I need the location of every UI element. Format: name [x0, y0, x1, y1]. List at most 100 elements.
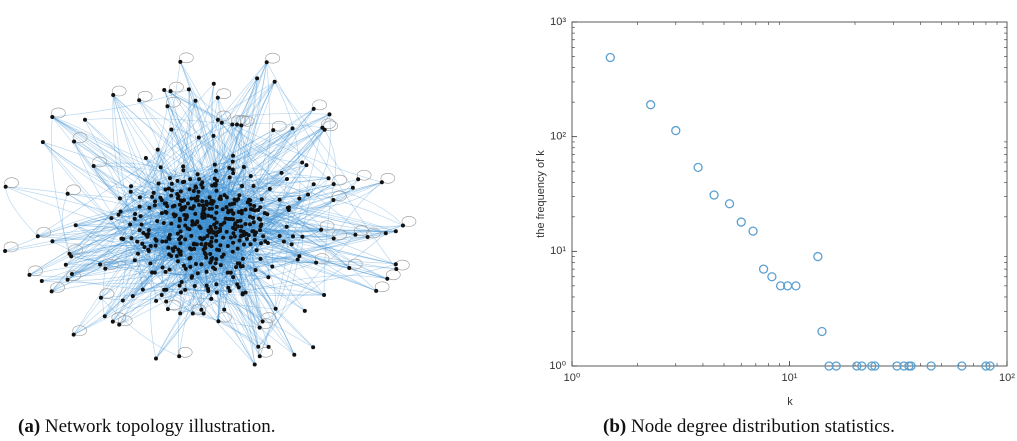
- node: [163, 187, 168, 192]
- edge: [168, 208, 210, 249]
- node: [227, 288, 232, 293]
- edge: [160, 167, 229, 247]
- node: [258, 256, 263, 261]
- node: [230, 249, 235, 254]
- edge: [141, 164, 307, 225]
- edge: [163, 89, 202, 310]
- node: [213, 225, 218, 230]
- edge: [105, 206, 227, 269]
- edge: [177, 172, 282, 195]
- point: [671, 125, 681, 136]
- edge: [148, 250, 273, 267]
- node: [190, 274, 195, 279]
- edge: [188, 181, 196, 199]
- node: [197, 177, 202, 182]
- self-loop: [314, 253, 330, 264]
- node: [292, 352, 297, 357]
- node: [300, 160, 305, 165]
- edge: [170, 90, 350, 269]
- edge: [229, 266, 243, 292]
- edge: [52, 203, 212, 242]
- node: [205, 234, 210, 239]
- node: [73, 223, 78, 228]
- node: [255, 76, 260, 81]
- node: [178, 229, 183, 234]
- node: [118, 209, 123, 214]
- edge: [210, 226, 295, 355]
- edge: [212, 225, 404, 259]
- edge: [112, 94, 246, 293]
- edge: [111, 217, 325, 296]
- node: [203, 241, 208, 246]
- edge: [29, 254, 170, 278]
- node: [117, 322, 122, 327]
- node: [248, 202, 253, 207]
- edge: [121, 212, 265, 240]
- edge: [232, 129, 325, 229]
- edge: [234, 236, 263, 322]
- edge: [179, 196, 221, 253]
- node: [155, 219, 160, 224]
- edge: [139, 190, 309, 207]
- point: [926, 361, 936, 371]
- edge: [112, 94, 269, 278]
- self-loop: [179, 52, 194, 64]
- node: [234, 198, 239, 203]
- point: [857, 361, 867, 371]
- node: [195, 271, 200, 276]
- edge: [191, 277, 230, 292]
- edge: [206, 219, 232, 259]
- edge: [217, 119, 303, 163]
- edge: [165, 241, 243, 294]
- edge: [243, 178, 359, 233]
- edge: [238, 211, 350, 269]
- edge: [185, 127, 323, 270]
- edge: [122, 300, 157, 309]
- edge: [214, 164, 251, 178]
- edge: [118, 190, 217, 216]
- edge: [112, 94, 135, 220]
- edge: [211, 183, 334, 261]
- node: [208, 252, 213, 257]
- edge: [150, 245, 241, 269]
- point: [758, 264, 769, 274]
- edge: [67, 193, 204, 250]
- edge: [192, 170, 216, 209]
- edge: [249, 216, 317, 263]
- edge: [169, 175, 216, 186]
- edge: [214, 114, 330, 165]
- edge: [165, 237, 232, 302]
- node: [137, 228, 142, 233]
- edge: [75, 224, 206, 256]
- edge: [198, 83, 215, 138]
- node: [353, 232, 358, 237]
- y-tick-label: 10²: [550, 131, 566, 143]
- point: [824, 361, 834, 371]
- edge: [162, 222, 255, 268]
- node: [50, 114, 55, 119]
- edge: [168, 215, 209, 239]
- edge: [209, 235, 264, 246]
- self-loop: [356, 169, 372, 181]
- edge: [139, 197, 212, 300]
- node: [214, 238, 219, 243]
- node: [272, 79, 277, 84]
- edge: [134, 129, 325, 215]
- node: [169, 221, 174, 226]
- edge: [73, 141, 219, 233]
- node: [232, 222, 237, 227]
- node: [201, 311, 206, 316]
- self-loop: [191, 304, 207, 315]
- edge: [212, 217, 254, 268]
- edge: [41, 276, 269, 284]
- edge: [180, 119, 219, 192]
- edge: [148, 204, 204, 231]
- node: [109, 216, 114, 221]
- node: [277, 233, 282, 238]
- edge: [161, 239, 186, 296]
- edge: [226, 206, 287, 228]
- point: [767, 272, 777, 282]
- edge: [193, 244, 306, 312]
- node: [215, 247, 220, 252]
- edge: [186, 100, 196, 180]
